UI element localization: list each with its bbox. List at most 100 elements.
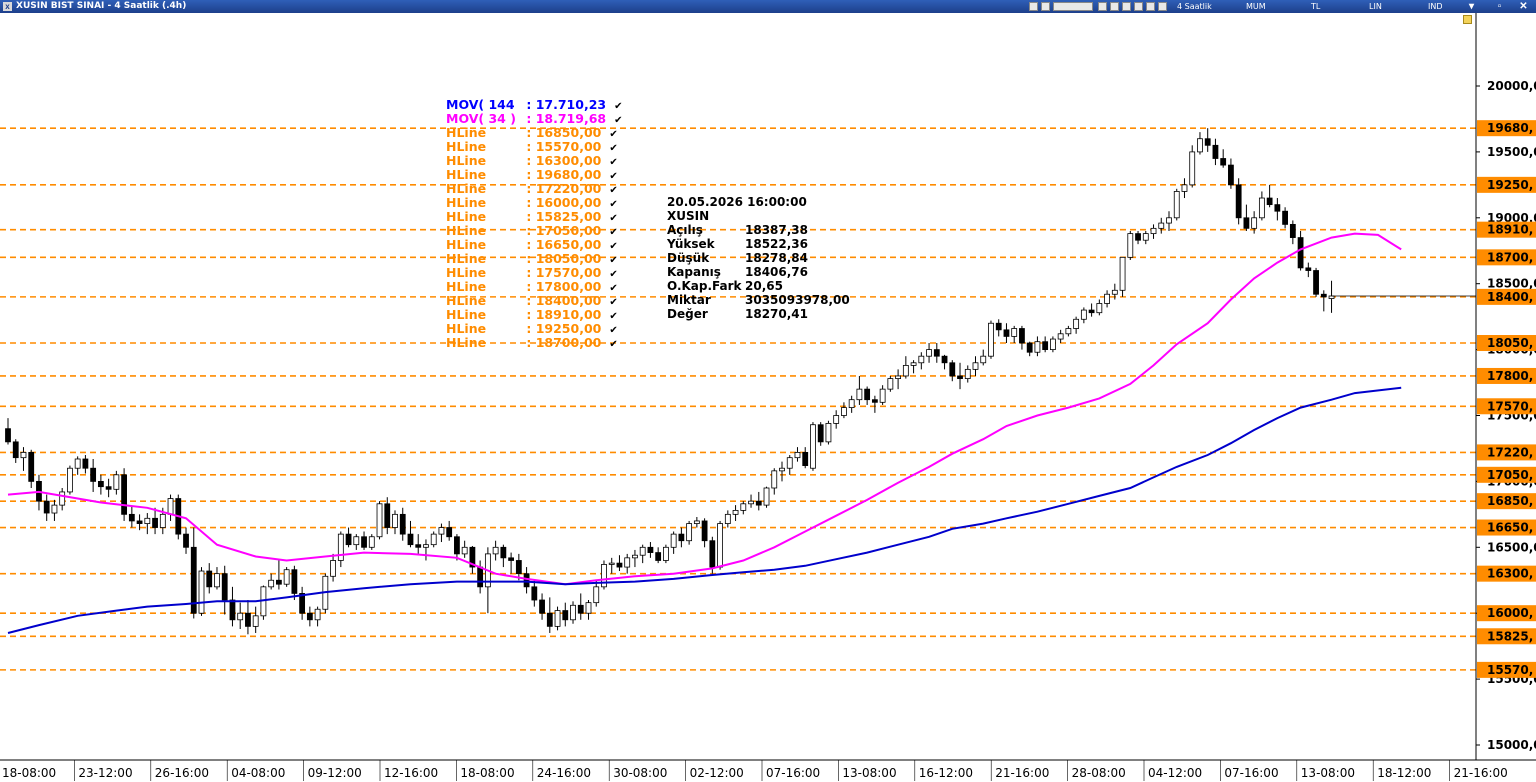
check-icon[interactable]: ✔	[609, 241, 618, 252]
candle-body	[639, 546, 646, 556]
candle-body	[616, 562, 623, 568]
legend-row-hline[interactable]: HLine : 16650,00 ✔	[446, 237, 626, 253]
check-icon[interactable]: ✔	[614, 101, 623, 112]
check-icon[interactable]: ✔	[609, 297, 618, 308]
candle-body	[1320, 293, 1327, 298]
check-icon[interactable]: ✔	[609, 255, 618, 266]
candle-body	[275, 579, 282, 585]
check-icon[interactable]: ✔	[609, 129, 618, 140]
legend-row-hline[interactable]: HLine : 18400,00 ✔	[446, 294, 626, 309]
link-icon[interactable]	[1146, 2, 1155, 11]
candle-body	[670, 533, 677, 548]
info-key: O.Kap.Fark	[667, 279, 742, 293]
candle-body	[337, 533, 344, 561]
currency-button[interactable]: TL	[1311, 2, 1321, 11]
candle-body	[477, 566, 484, 588]
restore-icon[interactable]: ▫	[1497, 1, 1502, 12]
legend-name: HLine	[446, 335, 487, 350]
x-tick-label: 18-08:00	[2, 766, 56, 780]
check-icon[interactable]: ✔	[609, 339, 618, 350]
check-icon[interactable]: ✔	[609, 143, 618, 154]
info-row-low: Düşük 18278,84	[667, 251, 850, 265]
close-icon[interactable]: ✕	[1519, 1, 1528, 12]
legend-row-hline[interactable]: HLine : 17570,00 ✔	[446, 266, 626, 281]
legend-name: HLine	[446, 279, 487, 294]
candle-body	[361, 536, 367, 548]
legend-row-hline[interactable]: HLine : 15570,00 ✔	[446, 140, 626, 155]
moving-average-line	[7, 386, 1402, 634]
candle-body	[1080, 309, 1087, 320]
hline-price-tag	[1477, 466, 1536, 483]
check-icon[interactable]: ✔	[609, 269, 618, 280]
legend-row-hline[interactable]: HLine : 17050,00 ✔	[446, 224, 626, 239]
period-select-icon[interactable]	[1053, 2, 1093, 11]
draw-icon[interactable]	[1098, 2, 1107, 11]
chart-type-button[interactable]: MUM	[1246, 2, 1266, 11]
legend-row-hline[interactable]: HLine : 17220,00 ✔	[446, 182, 626, 197]
info-value: 18387,38	[745, 223, 809, 237]
legend-row-hline[interactable]: HLine : 17800,00 ✔	[446, 279, 626, 295]
check-icon[interactable]: ✔	[609, 311, 618, 322]
candle-body	[500, 546, 507, 559]
scale-button[interactable]: LIN	[1369, 2, 1382, 11]
check-icon[interactable]: ✔	[614, 115, 623, 126]
candle-body	[988, 322, 994, 357]
legend-row-hline[interactable]: HLine : 15825,00 ✔	[446, 210, 626, 225]
legend-row-hline[interactable]: HLine : 18910,00 ✔	[446, 307, 626, 323]
candle-body	[12, 441, 19, 459]
check-icon[interactable]: ✔	[609, 227, 618, 238]
check-icon[interactable]: ✔	[609, 185, 618, 196]
check-icon[interactable]: ✔	[609, 157, 618, 168]
candle-body	[454, 536, 460, 555]
lock-icon[interactable]	[1463, 15, 1472, 24]
legend-name: HLine	[446, 237, 487, 252]
settings-icon[interactable]	[1029, 2, 1038, 11]
candle-body	[709, 540, 716, 568]
candle-body	[1088, 309, 1095, 314]
legend-row-hline[interactable]: HLine : 18050,00 ✔	[446, 252, 626, 267]
x-tick-label: 12-16:00	[384, 766, 438, 780]
hline-price-label: 16300,	[1487, 567, 1533, 581]
minimize-icon[interactable]: ▾	[1468, 1, 1475, 12]
legend-row-hline[interactable]: HLine : 16000,00 ✔	[446, 196, 626, 211]
y-tick-label: 20000,0	[1487, 79, 1536, 93]
period-button[interactable]: 4 Saatlik	[1177, 2, 1212, 11]
legend-value: : 19680,00	[526, 167, 602, 182]
legend-row-hline[interactable]: HLine : 16300,00 ✔	[446, 154, 626, 169]
color-icon[interactable]	[1122, 2, 1131, 11]
legend-row-mov34[interactable]: MOV( 34 ) : 18.719,68 ✔	[446, 112, 626, 127]
legend-name: HLine	[446, 307, 487, 322]
check-icon[interactable]: ✔	[609, 199, 618, 210]
price-chart[interactable]: 15000,015500,016000,016500,017000,017500…	[0, 13, 1536, 782]
candle-body	[539, 599, 545, 614]
legend-row-hline[interactable]: HLine : 19680,00 ✔	[446, 167, 626, 183]
check-icon[interactable]: ✔	[609, 171, 618, 182]
zoom-icon[interactable]	[1110, 2, 1119, 11]
grid-icon[interactable]	[1041, 2, 1050, 11]
legend-row-hline[interactable]: HLine : 18700,00 ✔	[446, 335, 626, 351]
check-icon[interactable]	[1134, 2, 1143, 11]
candle-body	[1266, 197, 1273, 206]
legend-row-hline[interactable]: HLine : 19250,00 ✔	[446, 322, 626, 337]
legend-row-hline[interactable]: HLine : 16850,00 ✔	[446, 126, 626, 141]
indicator-button[interactable]: IND	[1428, 2, 1443, 11]
check-icon[interactable]: ✔	[609, 325, 618, 336]
candle-body	[1220, 158, 1227, 166]
candle-body	[152, 517, 158, 528]
candle-body	[469, 546, 476, 568]
check-icon[interactable]: ✔	[609, 283, 618, 294]
info-row-change: O.Kap.Fark 20,65	[667, 279, 850, 293]
legend-row-mov144[interactable]: MOV( 144 : 17.710,23 ✔	[446, 98, 626, 113]
app-icon[interactable]: x	[3, 2, 12, 11]
chevron-down-icon[interactable]	[1158, 2, 1167, 11]
moving-average-line	[7, 232, 1402, 586]
check-icon[interactable]: ✔	[609, 213, 618, 224]
candle-body	[461, 546, 468, 555]
candle-body	[252, 615, 259, 627]
legend-name: HLine	[446, 167, 487, 182]
candle-body	[492, 546, 499, 555]
candle-body	[1204, 138, 1211, 146]
candle-body	[794, 452, 801, 459]
candle-body	[779, 467, 785, 472]
candle-body	[1282, 210, 1288, 225]
